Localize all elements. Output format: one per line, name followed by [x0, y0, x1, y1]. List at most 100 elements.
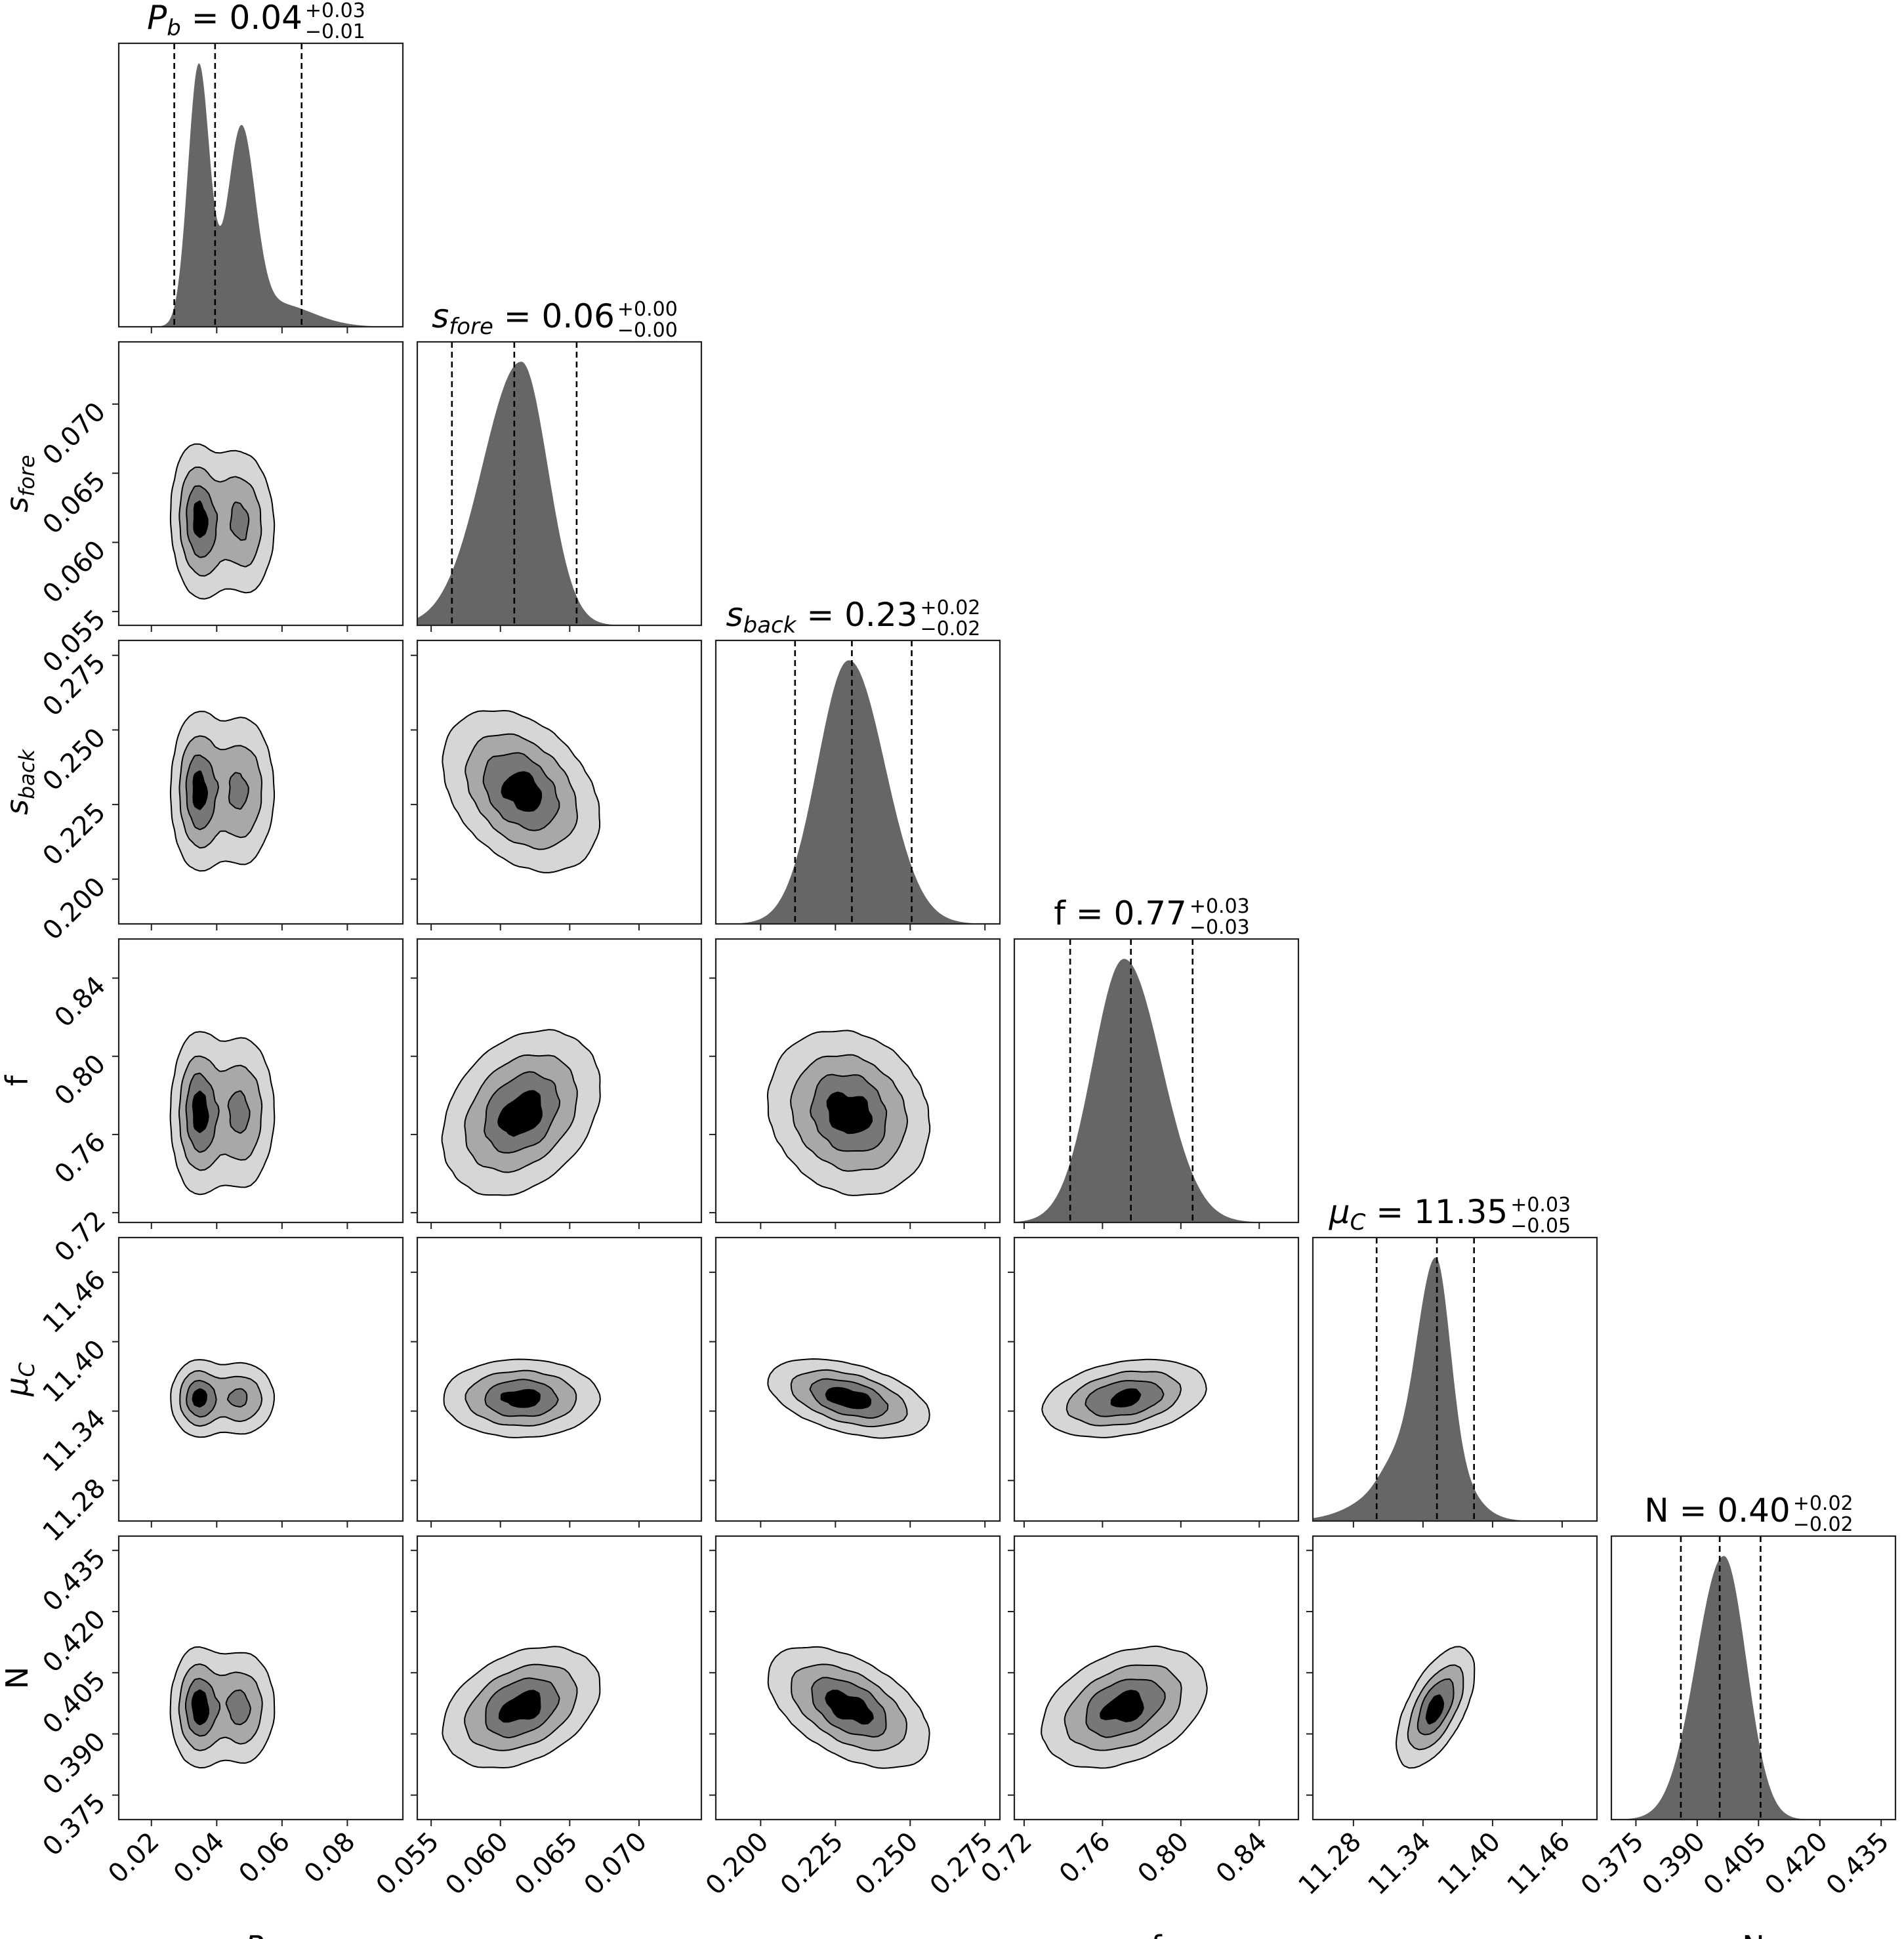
panel-content [417, 342, 701, 625]
y-tick-label: 11.34 [37, 1404, 112, 1478]
y-tick-label: 0.065 [37, 466, 112, 541]
marginal-panel-s-back: sback = 0.23 +0.02−0.02 [714, 596, 1001, 930]
panel-frame [416, 1236, 703, 1522]
contour-line-level-2 [464, 1663, 578, 1751]
panel-content [443, 1358, 601, 1438]
y-tick-label: 0.405 [37, 1665, 112, 1740]
contour-line-level-4 [192, 770, 209, 810]
panel-title: μC = 11.35 +0.03−0.05 [1329, 1193, 1571, 1238]
contour-line-level-2 [178, 1663, 263, 1751]
title-value: 0.04 [230, 0, 302, 37]
panel-content [1041, 1358, 1207, 1438]
y-tick-label: 11.40 [37, 1334, 112, 1409]
x-tick-label: 0.060 [440, 1827, 514, 1902]
contour-panel-s-back-vs-s-fore [411, 639, 703, 930]
panel-frame [416, 938, 703, 1224]
axis-label-main: f [1151, 1929, 1163, 1939]
panel-title-main: sfore = 0.06 [432, 297, 615, 340]
marginal-panel-f: f = 0.77 +0.03−0.03 [1013, 894, 1300, 1229]
marginal-panel-p-b: Pb = 0.04 +0.03−0.01 [117, 0, 404, 333]
panel-frame [1013, 1535, 1300, 1821]
contour-line-level-1 [441, 1029, 601, 1196]
panel-content [766, 1030, 931, 1196]
panel-content [441, 1029, 601, 1196]
title-eq: = [1066, 894, 1114, 932]
title-eq: = [493, 297, 542, 335]
y-tick-label: 0.070 [37, 396, 112, 471]
panel-title-main: sback = 0.23 [726, 596, 918, 638]
title-minus: −0.00 [617, 319, 678, 342]
title-symbol: s [432, 297, 449, 335]
marginal-histogram [1014, 959, 1298, 1222]
contour-line-level-4 [497, 1090, 543, 1137]
y-tick-label: 11.28 [37, 1473, 112, 1548]
y-tick-label: 0.72 [49, 1205, 112, 1268]
marginal-histogram [417, 362, 701, 625]
contour-line-level-3 [185, 1072, 251, 1154]
contour-line-level-4 [1100, 1690, 1144, 1722]
contour-line-level-2 [790, 1054, 909, 1172]
panel-frame [1312, 1535, 1598, 1821]
axis-label-s-fore: sfore [531, 1929, 589, 1939]
panel-title: sfore = 0.06 +0.00−0.00 [432, 297, 678, 342]
panel-content [1396, 1646, 1476, 1769]
contour-line-level-1 [1041, 1645, 1208, 1769]
axis-label-mu-c: μC [1438, 1929, 1472, 1939]
contour-line-level-1 [766, 1030, 931, 1196]
panel-frame [714, 1535, 1001, 1821]
x-tick-label: 0.08 [299, 1827, 362, 1890]
title-symbol: P [147, 0, 167, 37]
axis-label-main: s [0, 799, 35, 815]
axis-label-main: f [0, 1074, 35, 1086]
panel-content [1313, 1238, 1597, 1521]
panel-content [169, 711, 275, 872]
contour-line-level-2 [1066, 1370, 1182, 1427]
title-plus: +0.02 [920, 596, 980, 619]
title-eq: = [796, 596, 844, 634]
contour-line-level-4 [825, 1386, 872, 1409]
contour-line-level-1 [169, 1031, 276, 1196]
x-tick-label: 0.250 [850, 1827, 924, 1902]
title-minus: −0.01 [305, 20, 365, 43]
marginal-histogram [716, 660, 1000, 924]
panel-frame [714, 1236, 1001, 1522]
marginal-histogram [1313, 1257, 1597, 1521]
y-tick-label: 0.390 [37, 1726, 112, 1801]
contour-line-level-3 [1085, 1678, 1166, 1738]
panel-content [767, 1358, 930, 1439]
panel-frame [1013, 1236, 1300, 1522]
contour-line-level-3 [186, 1379, 248, 1418]
contour-panel-mu-c-vs-s-fore [411, 1236, 703, 1528]
contour-line-level-2 [465, 733, 578, 850]
panel-title-main: Pb = 0.04 [147, 0, 302, 41]
title-symbol-sub: C [1350, 1209, 1366, 1236]
contour-line-level-4 [193, 500, 209, 539]
contour-line-level-2 [1064, 1664, 1182, 1751]
contour-line-level-2 [790, 1369, 908, 1428]
panel-frame [416, 1535, 703, 1821]
title-value: 0.23 [844, 596, 917, 634]
marginal-histogram [119, 63, 403, 327]
axis-label-f: f [0, 1074, 35, 1086]
contour-line-level-3 [485, 1677, 560, 1739]
contour-panel-mu-c-vs-f [1008, 1236, 1300, 1528]
x-tick-label: 0.02 [102, 1827, 165, 1890]
contour-line-level-4 [498, 1690, 541, 1723]
x-tick-label: 0.070 [579, 1827, 653, 1902]
title-plus: +0.03 [1510, 1194, 1571, 1217]
y-tick-label: 0.250 [37, 722, 112, 797]
panel-title-main: μC = 11.35 [1329, 1193, 1508, 1236]
contour-panel-n-vs-f: 0.72 0.76 0.80 0.84 [975, 1535, 1300, 1889]
panel-content [442, 710, 601, 873]
axis-label-sub: C [14, 1362, 39, 1377]
title-value: 11.35 [1414, 1193, 1508, 1231]
x-tick-label: 0.390 [1636, 1827, 1711, 1902]
panel-content [767, 1646, 930, 1769]
x-tick-label: 0.420 [1759, 1827, 1834, 1902]
panel-content [169, 1031, 276, 1196]
contour-line-level-3 [482, 752, 560, 831]
contour-line-level-2 [465, 1369, 577, 1427]
y-tick-label: 11.46 [37, 1264, 112, 1339]
